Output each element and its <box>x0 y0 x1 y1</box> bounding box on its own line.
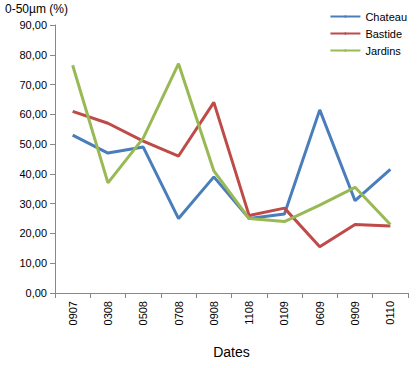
svg-text:30,00: 30,00 <box>19 198 47 210</box>
svg-text:0708: 0708 <box>173 301 185 325</box>
svg-text:70,00: 70,00 <box>19 79 47 91</box>
svg-text:0909: 0909 <box>349 301 361 325</box>
svg-text:1108: 1108 <box>243 301 255 325</box>
svg-text:0-50µm (%): 0-50µm (%) <box>5 2 68 16</box>
svg-text:0308: 0308 <box>102 301 114 325</box>
svg-text:0,00: 0,00 <box>26 287 47 299</box>
svg-text:50,00: 50,00 <box>19 138 47 150</box>
svg-text:0907: 0907 <box>67 301 79 325</box>
svg-text:80,00: 80,00 <box>19 49 47 61</box>
svg-text:10,00: 10,00 <box>19 257 47 269</box>
svg-text:0908: 0908 <box>208 301 220 325</box>
svg-text:0109: 0109 <box>278 301 290 325</box>
svg-text:60,00: 60,00 <box>19 108 47 120</box>
svg-text:20,00: 20,00 <box>19 227 47 239</box>
svg-text:Bastide: Bastide <box>365 28 402 40</box>
svg-text:40,00: 40,00 <box>19 168 47 180</box>
svg-text:90,00: 90,00 <box>19 19 47 31</box>
svg-text:0110: 0110 <box>384 301 396 325</box>
svg-text:Dates: Dates <box>213 344 250 360</box>
svg-text:0508: 0508 <box>137 301 149 325</box>
svg-text:Jardins: Jardins <box>365 45 401 57</box>
svg-text:0609: 0609 <box>314 301 326 325</box>
svg-text:Chateau: Chateau <box>365 11 407 23</box>
